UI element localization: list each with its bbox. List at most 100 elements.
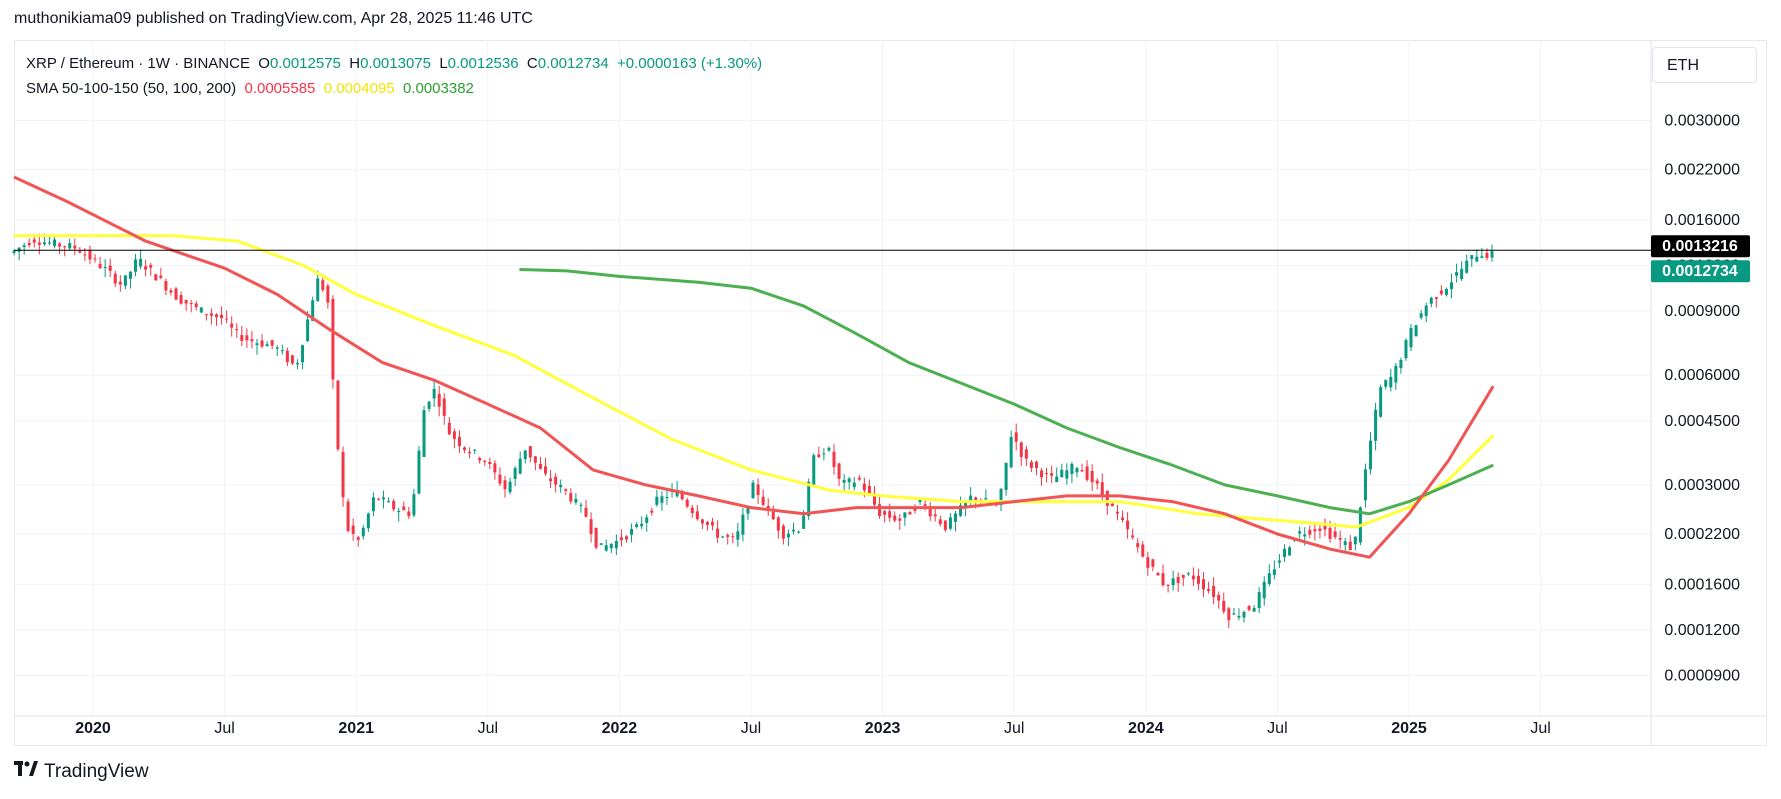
- candle-body: [807, 481, 811, 516]
- candle-body: [134, 259, 138, 272]
- sma-legend[interactable]: SMA 50-100-150 (50, 100, 200) 0.0005585 …: [26, 80, 474, 97]
- candle-body: [579, 504, 583, 506]
- candle-body: [53, 239, 57, 247]
- x-tick-label: 2023: [865, 720, 901, 737]
- x-tick-label: 2022: [602, 720, 638, 737]
- candle-body: [1029, 462, 1033, 468]
- candle-body: [1171, 578, 1175, 586]
- candle-body: [164, 281, 168, 291]
- candle-body: [655, 496, 659, 505]
- candle-body: [260, 340, 264, 347]
- candle-body: [301, 345, 305, 363]
- candle-body: [326, 285, 330, 303]
- sma100-value: 0.0004095: [323, 80, 395, 97]
- candle-body: [1156, 572, 1160, 576]
- candle-body: [1338, 538, 1342, 540]
- candle-body: [1131, 535, 1135, 538]
- y-tick-label: 0.0030000: [1664, 113, 1740, 130]
- footer-brand-label: TradingView: [44, 760, 149, 782]
- candle-body: [245, 335, 249, 341]
- sma-label: SMA 50-100-150 (50, 100, 200): [26, 80, 237, 97]
- candle-body: [159, 275, 163, 278]
- candle-body: [209, 313, 213, 316]
- candle-body: [1050, 473, 1054, 476]
- candle-body: [118, 281, 122, 285]
- candle-body: [918, 499, 922, 503]
- candle-body: [1110, 503, 1114, 507]
- candle-body: [1414, 325, 1418, 337]
- x-tick-label: Jul: [1530, 720, 1550, 737]
- candle-body: [1075, 468, 1079, 473]
- candle-body: [1060, 469, 1064, 478]
- candle-body: [1045, 472, 1049, 474]
- candle-body: [220, 314, 224, 319]
- candle-body: [1252, 607, 1256, 612]
- candle-body: [442, 398, 446, 416]
- candle-body: [422, 410, 426, 458]
- candle-body: [700, 519, 704, 524]
- candle-body: [1126, 520, 1130, 530]
- candle-body: [1303, 534, 1307, 537]
- candle-body: [690, 507, 694, 514]
- candle-body: [397, 510, 401, 513]
- close-value: 0.0012734: [537, 55, 609, 72]
- candle-body: [473, 449, 477, 451]
- candle-body: [771, 511, 775, 520]
- candle-body: [371, 497, 375, 512]
- footer-brand[interactable]: TradingView: [14, 760, 149, 783]
- candle-body: [230, 323, 234, 328]
- candle-body: [614, 541, 618, 549]
- candle-body: [1090, 470, 1094, 483]
- candle-body: [42, 242, 46, 245]
- candle-body: [503, 480, 507, 490]
- candle-body: [827, 447, 831, 451]
- candle-body: [1455, 272, 1459, 276]
- candle-body: [1227, 608, 1231, 621]
- candle-body: [751, 482, 755, 499]
- currency-selector[interactable]: ETH: [1652, 47, 1757, 83]
- candle-body: [564, 489, 568, 491]
- candle-body: [108, 265, 112, 271]
- sma200-line: [519, 268, 1494, 516]
- candle-body: [1343, 541, 1347, 546]
- candle-body: [746, 507, 750, 514]
- candle-body: [898, 518, 902, 521]
- candle-body: [306, 319, 310, 342]
- candle-body: [88, 249, 92, 260]
- symbol-label[interactable]: XRP / Ethereum · 1W · BINANCE: [26, 55, 250, 72]
- candle-body: [781, 525, 785, 539]
- candle-body: [1034, 461, 1038, 469]
- candle-body: [58, 243, 62, 247]
- open-label: O: [258, 55, 270, 72]
- candle-body: [1222, 600, 1226, 612]
- y-tick-label: 0.0003000: [1664, 477, 1740, 494]
- x-tick-label: Jul: [478, 720, 498, 737]
- candle-body: [837, 463, 841, 479]
- candle-body: [797, 531, 801, 533]
- y-tick-label: 0.0001600: [1664, 576, 1740, 593]
- candle-body: [240, 334, 244, 341]
- candle-body: [1207, 589, 1211, 591]
- candle-body: [1374, 409, 1378, 441]
- y-tick-label: 0.0000900: [1664, 668, 1740, 685]
- candle-body: [275, 347, 279, 349]
- candle-body: [761, 496, 765, 505]
- candle-body: [721, 536, 725, 538]
- candle-body: [559, 484, 563, 488]
- candle-body: [1055, 476, 1059, 483]
- candle-body: [1004, 462, 1008, 490]
- y-tick-label: 0.0006000: [1664, 367, 1740, 384]
- x-tick-label: Jul: [741, 720, 761, 737]
- tradingview-logo-icon: [14, 760, 38, 783]
- candle-body: [523, 450, 527, 460]
- candle-body: [139, 258, 143, 267]
- candle-body: [1333, 531, 1337, 538]
- candle-body: [437, 393, 441, 407]
- x-tick-label: 2021: [338, 720, 374, 737]
- candle-body: [786, 533, 790, 538]
- candle-body: [974, 497, 978, 501]
- candle-body: [311, 300, 315, 321]
- candle-body: [741, 514, 745, 535]
- candle-body: [817, 454, 821, 458]
